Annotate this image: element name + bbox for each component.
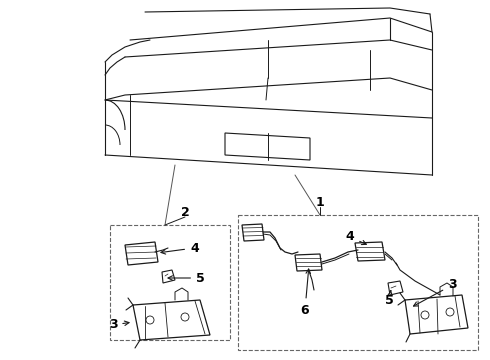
Text: 4: 4 xyxy=(345,230,367,244)
Text: 1: 1 xyxy=(316,195,324,208)
Text: 5: 5 xyxy=(168,271,205,284)
Bar xyxy=(238,215,478,350)
Text: 2: 2 xyxy=(181,207,189,220)
Text: 3: 3 xyxy=(109,319,129,332)
Text: 6: 6 xyxy=(301,269,311,316)
Bar xyxy=(110,225,230,340)
Text: 4: 4 xyxy=(161,242,199,255)
Text: 5: 5 xyxy=(385,291,394,306)
Text: 3: 3 xyxy=(414,279,457,306)
